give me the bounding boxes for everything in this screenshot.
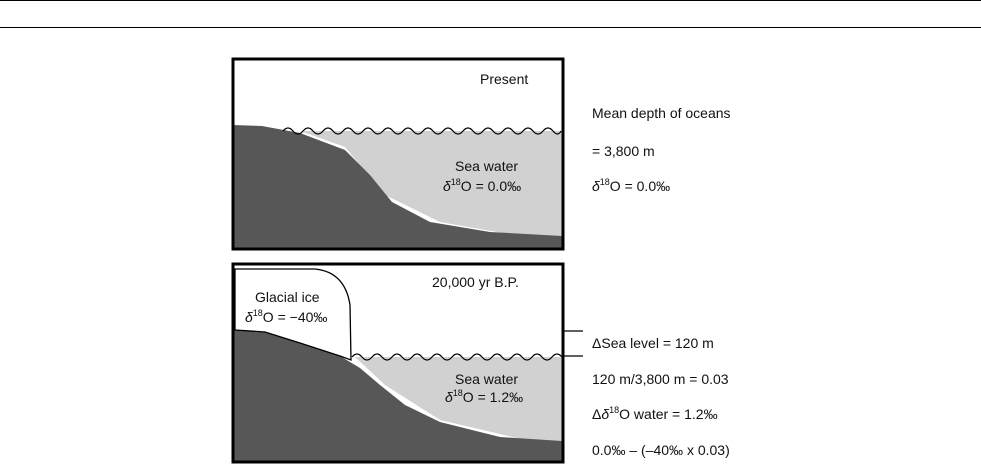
delta-symbol: δ	[445, 389, 453, 405]
present-sea-delta: δ18O = 0.0‰	[443, 177, 521, 194]
panel-present: Present Sea water δ18O = 0.0‰	[231, 57, 565, 251]
panel-glacial: 20,000 yr B.P. Glacial ice δ18O = −40‰ S…	[231, 262, 565, 464]
glacial-land	[233, 330, 562, 462]
calculation-formula: 0.0‰ – (–40‰ x 0.03)	[592, 442, 730, 458]
delta-value: O = 0.0‰	[461, 178, 521, 194]
panel-glacial-border	[231, 262, 565, 464]
glacial-ice-sheet	[234, 268, 352, 361]
delta-change-symbol: Δ	[592, 406, 601, 422]
isotope-superscript: 18	[451, 177, 461, 187]
isotope-superscript: 18	[453, 388, 463, 398]
isotope-superscript: 18	[609, 405, 619, 415]
glacial-sea-water	[350, 357, 562, 441]
glacial-sea-surface-wave	[351, 353, 563, 361]
sea-level-change: ΔSea level = 120 m	[592, 335, 714, 351]
isotope-superscript: 18	[253, 308, 263, 318]
delta-value: O = 1.2‰	[463, 389, 523, 405]
glacial-sea-label: Sea water	[455, 371, 518, 387]
glacial-ice-delta: δ18O = −40‰	[245, 308, 327, 325]
glacial-ice-label: Glacial ice	[255, 289, 320, 305]
mean-depth-label: Mean depth of oceans	[592, 105, 731, 121]
delta-value: O = 0.0‰	[610, 178, 670, 194]
mean-depth-value: = 3,800 m	[592, 143, 655, 159]
present-title: Present	[480, 71, 528, 87]
top-rule	[0, 0, 981, 1]
delta-water-change: Δδ18O water = 1.2‰	[592, 405, 718, 422]
side-annotations: Mean depth of oceans = 3,800 m δ18O = 0.…	[592, 105, 731, 458]
present-sea-label: Sea water	[455, 158, 518, 174]
present-land	[233, 125, 562, 249]
delta-symbol: δ	[443, 178, 451, 194]
depth-ratio: 120 m/3,800 m = 0.03	[592, 371, 729, 387]
delta-symbol: δ	[245, 309, 253, 325]
glacial-title: 20,000 yr B.P.	[432, 274, 519, 290]
delta-symbol: δ	[592, 178, 600, 194]
delta-symbol: δ	[601, 406, 609, 422]
header-rule	[0, 27, 981, 28]
present-sea-water	[283, 131, 562, 236]
panel-present-border	[231, 57, 565, 251]
present-delta-value: δ18O = 0.0‰	[592, 177, 670, 194]
delta-value: O water = 1.2‰	[619, 406, 717, 422]
delta-value: O = −40‰	[263, 309, 328, 325]
glacial-sea-delta: δ18O = 1.2‰	[445, 388, 523, 405]
present-sea-surface-wave	[282, 127, 562, 135]
isotope-superscript: 18	[600, 177, 610, 187]
